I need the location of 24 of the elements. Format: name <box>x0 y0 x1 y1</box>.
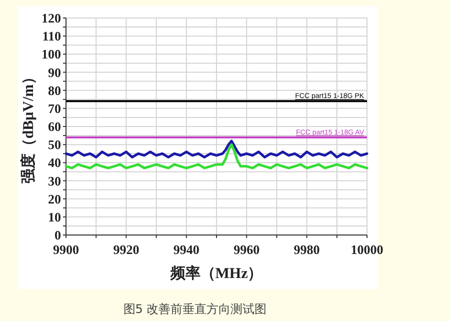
caption: 图5 改善前垂直方向测试图 <box>123 302 267 316</box>
line-series <box>64 143 368 170</box>
x-tick-label: 9900 <box>53 242 79 257</box>
y-tick-label: 90 <box>48 64 61 80</box>
y-tick-label: 80 <box>48 82 61 98</box>
x-tick-label: 9980 <box>294 242 320 257</box>
x-tick-label: 9920 <box>113 242 140 257</box>
x-tick-label: 9940 <box>173 242 200 257</box>
line-series <box>64 140 368 158</box>
x-axis-title: 频率（MHz） <box>169 264 263 282</box>
y-tick-label: 120 <box>42 10 61 26</box>
y-tick-label: 70 <box>48 100 61 116</box>
x-tick-label: 9960 <box>234 242 260 257</box>
y-axis-title: 强度（dBμV/m） <box>19 69 37 184</box>
x-tick-label: 10000 <box>350 242 384 257</box>
y-tick-label: 110 <box>42 28 61 44</box>
y-tick-label: 60 <box>48 119 61 134</box>
y-tick-label: 100 <box>42 46 61 62</box>
y-tick-label: 20 <box>48 191 61 206</box>
y-tick-label: 30 <box>48 173 61 188</box>
y-tick-label: 0 <box>54 228 61 242</box>
y-tick-label: 10 <box>48 209 61 224</box>
y-tick-label: 50 <box>48 137 61 152</box>
y-tick-label: 40 <box>48 155 61 170</box>
